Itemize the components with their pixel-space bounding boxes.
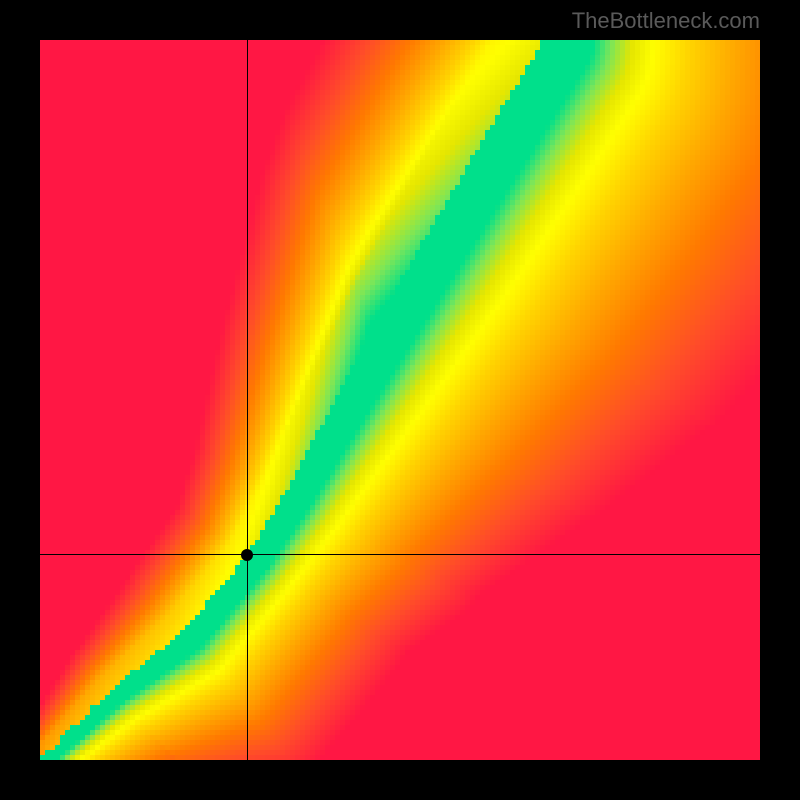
crosshair-horizontal (40, 554, 760, 555)
chart-container: { "chart": { "type": "heatmap", "canvas_… (0, 0, 800, 800)
crosshair-vertical (247, 40, 248, 760)
watermark-text: TheBottleneck.com (572, 8, 760, 34)
bottleneck-heatmap (40, 40, 760, 760)
